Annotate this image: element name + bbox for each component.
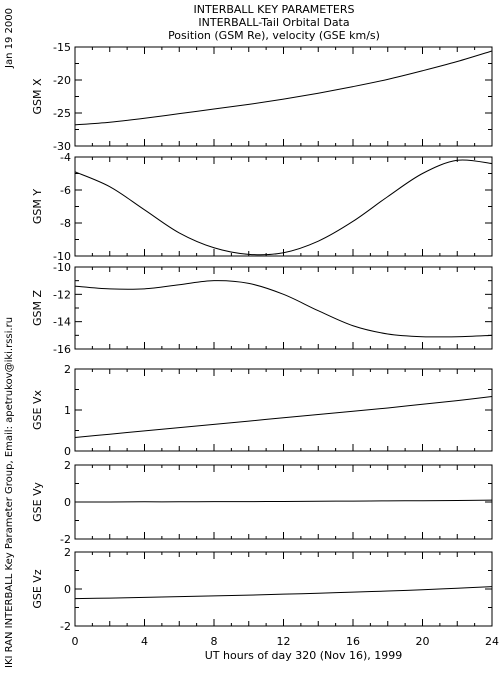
chart-titles: INTERBALL KEY PARAMETERS INTERBALL-Tail … [0,3,504,42]
y-axis-label: GSM X [31,78,44,114]
x-axis-label: UT hours of day 320 (Nov 16), 1999 [205,649,403,662]
y-tick-label: -4 [60,151,71,164]
y-tick-label: 0 [64,583,71,596]
x-tick-label: 12 [277,635,291,648]
y-tick-label: -2 [60,533,71,546]
y-tick-label: 1 [64,404,71,417]
x-tick-label: 20 [416,635,430,648]
x-tick-label: 24 [485,635,499,648]
y-tick-label: 0 [64,496,71,509]
x-tick-label: 16 [346,635,360,648]
y-tick-label: -6 [60,184,71,197]
y-tick-label: -10 [53,261,71,274]
panel-frame [74,368,493,452]
y-tick-label: -15 [53,41,71,54]
y-tick-label: -10 [53,250,71,263]
chart-title: INTERBALL KEY PARAMETERS [193,3,355,16]
y-tick-label: -14 [53,316,71,329]
y-axis-label: GSE Vy [31,482,44,522]
y-axis-label: GSM Z [31,290,44,326]
x-tick-label: 8 [211,635,218,648]
y-axis-label: GSM Y [31,189,44,224]
y-tick-label: -8 [60,217,71,230]
series-line [74,586,493,600]
x-tick-label: 0 [72,635,79,648]
series-line [74,499,493,503]
x-tick-label: 4 [141,635,148,648]
y-tick-label: 2 [64,546,71,559]
y-axis-label: GSE Vz [31,569,44,608]
y-tick-label: -12 [53,288,71,301]
y-tick-label: -25 [53,107,71,120]
panel-frame [74,156,493,257]
y-tick-label: 0 [64,445,71,458]
series-line [74,159,493,256]
series-line [74,50,493,126]
y-tick-label: -20 [53,74,71,87]
y-tick-label: -2 [60,620,71,633]
series-line [74,280,493,338]
y-tick-label: -30 [53,140,71,153]
y-tick-label: 2 [64,459,71,472]
chart-subtitle: INTERBALL-Tail Orbital Data [198,16,350,29]
series-line [74,395,493,438]
y-tick-label: -16 [53,343,71,356]
chart-description: Position (GSM Re), velocity (GSE km/s) [168,29,380,42]
y-axis-label: GSE Vx [31,390,44,430]
panel-frame [74,46,493,147]
y-tick-label: 2 [64,363,71,376]
